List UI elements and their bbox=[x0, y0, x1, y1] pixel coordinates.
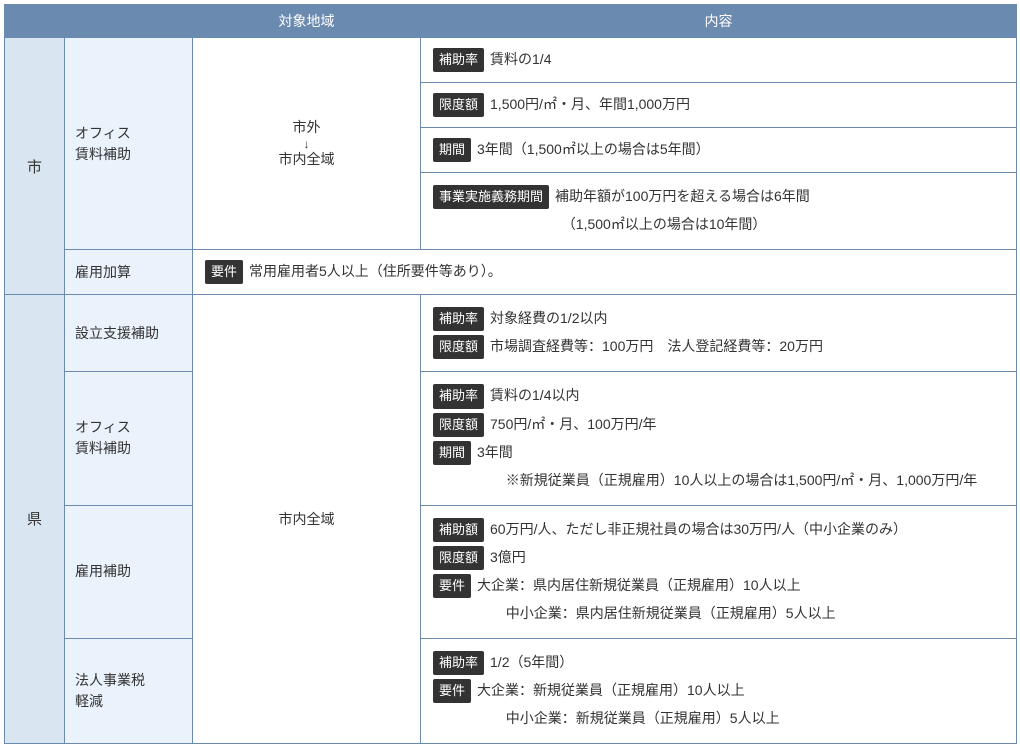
table-row: オフィス 賃料補助 補助率賃料の1/4以内 限度額 750円/㎡・月、100万円/… bbox=[5, 372, 1017, 505]
content-cell: 要件常用雇用者5人以上（住所要件等あり）。 bbox=[193, 250, 1017, 295]
value-text: 中小企業：県内居住新規従業員（正規雇用）5人以上 bbox=[506, 605, 836, 621]
tag-rate: 補助率 bbox=[433, 651, 484, 675]
value-text: 3年間 bbox=[477, 444, 513, 460]
header-blank bbox=[5, 5, 193, 38]
value-text: 3年間（1,500㎡以上の場合は5年間） bbox=[477, 141, 710, 157]
label-line: 賃料補助 bbox=[75, 440, 131, 456]
table-row: 雇用加算 要件常用雇用者5人以上（住所要件等あり）。 bbox=[5, 250, 1017, 295]
tag-limit: 限度額 bbox=[433, 546, 484, 570]
content-cell: 事業実施義務期間補助年額が100万円を超える場合は6年間 （1,500㎡以上の場… bbox=[421, 173, 1017, 250]
table-row: 雇用補助 補助額 60万円/人、ただし非正規社員の場合は30万円/人（中小企業のみ… bbox=[5, 505, 1017, 638]
table-row: 県 設立支援補助 市内全域 補助率対象経費の1/2以内 限度額市場調査経費等：1… bbox=[5, 295, 1017, 372]
tag-amount: 補助額 bbox=[433, 518, 484, 542]
arrow-down-icon: ↓ bbox=[304, 138, 310, 150]
level-city: 市 bbox=[5, 38, 65, 295]
value-text: 750円/㎡・月、100万円/年 bbox=[490, 416, 657, 432]
value-text: 大企業：県内居住新規従業員（正規雇用）10人以上 bbox=[477, 577, 801, 593]
tag-period: 期間 bbox=[433, 138, 471, 162]
value-text: 60万円/人、ただし非正規社員の場合は30万円/人（中小企業のみ） bbox=[490, 521, 907, 537]
tag-rate: 補助率 bbox=[433, 48, 484, 72]
content-cell: 補助率賃料の1/4以内 限度額 750円/㎡・月、100万円/年 期間 3年間 ※新… bbox=[421, 372, 1017, 505]
subcat-city-office-rent: オフィス 賃料補助 bbox=[65, 38, 193, 250]
header-area: 対象地域 bbox=[193, 5, 421, 38]
content-cell: 補助率賃料の1/4 bbox=[421, 38, 1017, 83]
content-cell: 補助率 1/2（5年間） 要件大企業：新規従業員（正規雇用）10人以上 中小企業：… bbox=[421, 638, 1017, 743]
label-line: オフィス bbox=[75, 125, 131, 141]
label-line: 賃料補助 bbox=[75, 146, 131, 162]
value-text: 3億円 bbox=[490, 549, 526, 565]
level-pref: 県 bbox=[5, 295, 65, 743]
tag-rate: 補助率 bbox=[433, 384, 484, 408]
tag-req: 要件 bbox=[205, 260, 243, 284]
content-cell: 期間 3年間（1,500㎡以上の場合は5年間） bbox=[421, 128, 1017, 173]
tag-rate: 補助率 bbox=[433, 307, 484, 331]
value-text: 1/2（5年間） bbox=[490, 654, 573, 670]
subcat-pref-office-rent: オフィス 賃料補助 bbox=[65, 372, 193, 505]
content-cell: 補助率対象経費の1/2以内 限度額市場調査経費等：100万円 法人登記経費等：2… bbox=[421, 295, 1017, 372]
value-text: 賃料の1/4以内 bbox=[490, 387, 579, 403]
value-text: 中小企業：新規従業員（正規雇用）5人以上 bbox=[506, 710, 780, 726]
subcat-city-employment-add: 雇用加算 bbox=[65, 250, 193, 295]
area-pref: 市内全域 bbox=[193, 295, 421, 743]
tag-req: 要件 bbox=[433, 574, 471, 598]
label-line: 法人事業税 bbox=[75, 672, 145, 688]
content-cell: 補助額 60万円/人、ただし非正規社員の場合は30万円/人（中小企業のみ） 限度額… bbox=[421, 505, 1017, 638]
subcat-pref-setup: 設立支援補助 bbox=[65, 295, 193, 372]
table-header-row: 対象地域 内容 bbox=[5, 5, 1017, 38]
value-text: 補助年額が100万円を超える場合は6年間 bbox=[555, 188, 810, 204]
tag-req: 要件 bbox=[433, 679, 471, 703]
tag-limit: 限度額 bbox=[433, 413, 484, 437]
value-text: ※新規従業員（正規雇用）10人以上の場合は1,500円/㎡・月、1,000万円/… bbox=[506, 472, 977, 488]
subsidy-table: 対象地域 内容 市 オフィス 賃料補助 市外 ↓ 市内全域 補助率賃料の1/4 bbox=[4, 4, 1017, 744]
tag-limit: 限度額 bbox=[433, 335, 484, 359]
header-content: 内容 bbox=[421, 5, 1017, 38]
value-text: 1,500円/㎡・月、年間1,000万円 bbox=[490, 96, 690, 112]
value-text: 市場調査経費等：100万円 法人登記経費等：20万円 bbox=[490, 338, 823, 354]
subcat-pref-employment: 雇用補助 bbox=[65, 505, 193, 638]
value-text: 対象経費の1/2以内 bbox=[490, 310, 607, 326]
area-to: 市内全域 bbox=[279, 150, 335, 170]
table-row: 市 オフィス 賃料補助 市外 ↓ 市内全域 補助率賃料の1/4 bbox=[5, 38, 1017, 83]
area-from: 市外 bbox=[293, 118, 321, 138]
table-row: 法人事業税 軽減 補助率 1/2（5年間） 要件大企業：新規従業員（正規雇用）10… bbox=[5, 638, 1017, 743]
tag-period: 期間 bbox=[433, 441, 471, 465]
content-cell: 限度額 1,500円/㎡・月、年間1,000万円 bbox=[421, 83, 1017, 128]
tag-limit: 限度額 bbox=[433, 93, 484, 117]
value-text: 大企業：新規従業員（正規雇用）10人以上 bbox=[477, 682, 745, 698]
value-text: （1,500㎡以上の場合は10年間） bbox=[562, 216, 767, 232]
area-city-office-rent: 市外 ↓ 市内全域 bbox=[193, 38, 421, 250]
label-line: オフィス bbox=[75, 419, 131, 435]
value-text: 常用雇用者5人以上（住所要件等あり）。 bbox=[249, 263, 502, 279]
subcat-pref-tax: 法人事業税 軽減 bbox=[65, 638, 193, 743]
tag-obligation: 事業実施義務期間 bbox=[433, 185, 549, 209]
value-text: 賃料の1/4 bbox=[490, 51, 551, 67]
label-line: 軽減 bbox=[75, 693, 103, 709]
